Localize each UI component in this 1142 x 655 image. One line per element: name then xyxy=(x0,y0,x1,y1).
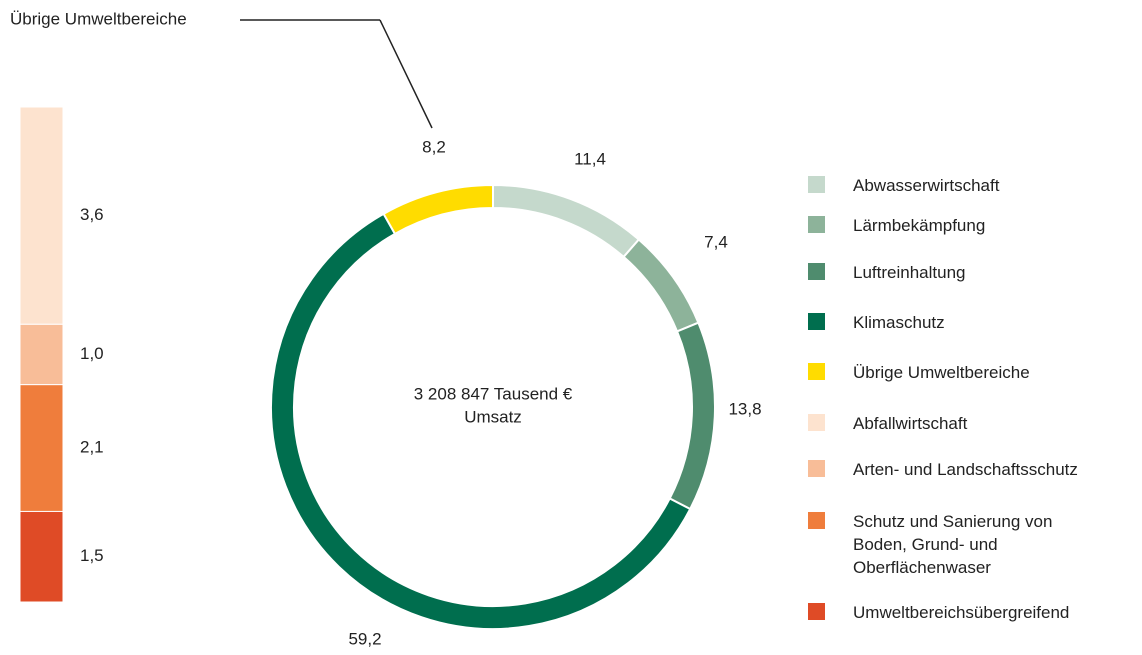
center-text: 3 208 847 Tausend € xyxy=(414,384,573,403)
legend-item: Lärmbekämpfung xyxy=(808,214,985,237)
center-text: Umsatz xyxy=(464,407,522,426)
legend-swatch xyxy=(808,176,825,193)
legend-label: Umweltbereichsübergreifend xyxy=(853,603,1070,622)
legend-label: Abfallwirtschaft xyxy=(853,414,968,433)
legend-swatch xyxy=(808,460,825,477)
legend-item: Luftreinhaltung xyxy=(808,261,965,284)
donut-segment xyxy=(622,238,700,333)
legend-swatch xyxy=(808,512,825,529)
data-label: 13,8 xyxy=(728,399,761,418)
data-label: 11,4 xyxy=(574,149,606,168)
data-label: 59,2 xyxy=(348,629,381,648)
legend-item: Klimaschutz xyxy=(808,311,945,334)
donut-segment xyxy=(382,183,494,236)
donut-segment xyxy=(492,183,641,259)
legend-label: Luftreinhaltung xyxy=(853,263,966,282)
bar-segment xyxy=(19,384,64,512)
legend-item: Abwasserwirtschaft xyxy=(808,174,999,197)
legend-swatch xyxy=(808,603,825,620)
legend-item: Arten- und Landschaftsschutz xyxy=(808,458,1078,481)
legend-label: Übrige Umweltbereiche xyxy=(853,363,1030,382)
data-label: 1,0 xyxy=(80,344,104,363)
bar-segment xyxy=(19,510,64,603)
callout-line xyxy=(379,19,433,129)
legend-swatch xyxy=(808,263,825,280)
legend-label: Schutz und Sanierung von Boden, Grund- u… xyxy=(853,512,1053,577)
legend-item: Übrige Umweltbereiche xyxy=(808,361,1030,384)
legend-item: Umweltbereichsübergreifend xyxy=(808,601,1069,624)
data-label: 7,4 xyxy=(704,232,728,251)
legend-item: Schutz und Sanierung von Boden, Grund- u… xyxy=(808,510,1052,579)
data-label: 2,1 xyxy=(80,438,104,457)
data-label: 8,2 xyxy=(422,137,446,156)
data-label: 3,6 xyxy=(80,205,104,224)
annotation: Übrige Umweltbereiche xyxy=(10,9,187,28)
legend-swatch xyxy=(808,414,825,431)
bar-segment xyxy=(19,106,64,325)
legend-swatch xyxy=(808,216,825,233)
legend-label: Abwasserwirtschaft xyxy=(853,176,1000,195)
legend-label: Lärmbekämpfung xyxy=(853,216,986,235)
legend-swatch xyxy=(808,363,825,380)
donut-segment xyxy=(668,321,716,511)
legend-swatch xyxy=(808,313,825,330)
legend-label: Arten- und Landschaftsschutz xyxy=(853,460,1078,479)
bar-segment xyxy=(19,323,64,386)
legend-label: Klimaschutz xyxy=(853,313,945,332)
legend-item: Abfallwirtschaft xyxy=(808,412,967,435)
data-label: 1,5 xyxy=(80,546,104,565)
